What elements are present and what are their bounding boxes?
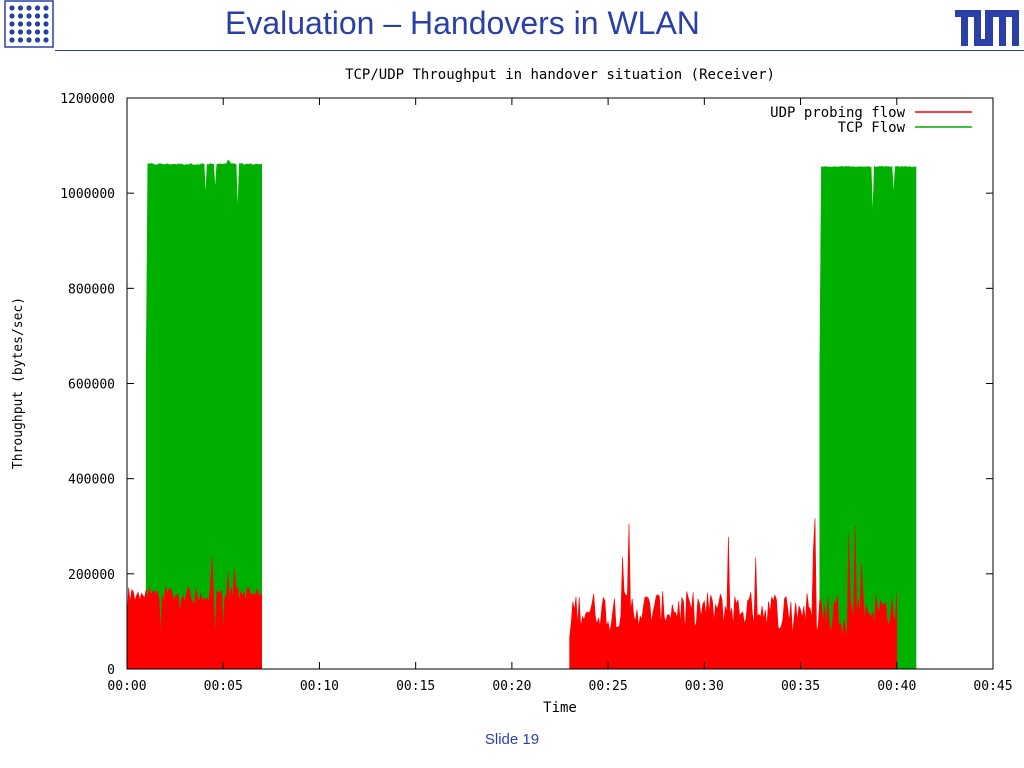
y-tick-label: 1200000 <box>60 92 115 107</box>
chart-title: TCP/UDP Throughput in handover situation… <box>345 67 775 83</box>
tcp-segment-2 <box>819 166 917 670</box>
logo-dot <box>17 5 24 11</box>
udp-segment-1 <box>126 557 262 670</box>
x-tick-label: 00:45 <box>973 679 1012 694</box>
tcp-segment-1 <box>145 159 262 670</box>
slide-number: Slide 19 <box>484 731 540 748</box>
logo-dot <box>9 13 15 19</box>
x-tick-label: 00:15 <box>396 679 435 694</box>
y-tick-label: 200000 <box>68 568 115 583</box>
y-tick-label: 800000 <box>68 282 115 297</box>
dot-grid-logo-icon <box>4 0 54 48</box>
logo-dot <box>43 5 49 11</box>
logo-dot <box>17 37 24 43</box>
x-axis-label: Time <box>543 700 577 716</box>
legend-label-udp: UDP probing flow <box>770 105 905 121</box>
y-tick-label: 0 <box>107 663 115 678</box>
logo-dot <box>43 21 49 27</box>
udp-segment-2 <box>569 518 898 670</box>
logo-dot <box>17 29 24 35</box>
x-tick-label: 00:30 <box>685 679 724 694</box>
logo-dot <box>34 21 41 27</box>
series-tcp <box>145 159 917 670</box>
logo-dot <box>17 13 24 19</box>
logo-dot <box>26 37 32 43</box>
logo-dot <box>26 29 32 35</box>
logo-dot <box>34 37 41 43</box>
logo-dot <box>34 13 41 19</box>
logo-dot <box>26 21 32 27</box>
y-tick-label: 400000 <box>68 473 115 488</box>
x-tick-label: 00:35 <box>781 679 820 694</box>
logo-dot <box>9 29 15 35</box>
throughput-chart: TCP/UDP Throughput in handover situation… <box>11 67 1013 716</box>
logo-dot <box>43 13 49 19</box>
title-divider <box>55 50 1024 51</box>
y-axis-label: Throughput (bytes/sec) <box>11 297 26 469</box>
legend: UDP probing flow TCP Flow <box>770 105 972 136</box>
logo-dot <box>26 13 32 19</box>
x-tick-label: 00:40 <box>877 679 916 694</box>
logo-dot <box>9 37 15 43</box>
logo-dot <box>34 29 41 35</box>
tum-logo-icon <box>955 10 1019 46</box>
x-tick-label: 00:10 <box>300 679 339 694</box>
series-udp <box>126 518 898 670</box>
logo-dot <box>26 5 32 11</box>
x-tick-label: 00:05 <box>204 679 243 694</box>
logo-dot <box>17 21 24 27</box>
slide-title: Evaluation – Handovers in WLAN <box>225 5 700 41</box>
logo-dot <box>43 29 49 35</box>
y-tick-label: 600000 <box>68 378 115 393</box>
legend-label-tcp: TCP Flow <box>838 120 906 136</box>
logo-dot <box>9 21 15 27</box>
logo-dot <box>43 37 49 43</box>
x-tick-label: 00:25 <box>589 679 628 694</box>
logo-dot <box>34 5 41 11</box>
y-tick-label: 1000000 <box>60 187 115 202</box>
logo-dot <box>9 5 15 11</box>
x-tick-label: 00:20 <box>492 679 531 694</box>
x-tick-label: 00:00 <box>107 679 146 694</box>
